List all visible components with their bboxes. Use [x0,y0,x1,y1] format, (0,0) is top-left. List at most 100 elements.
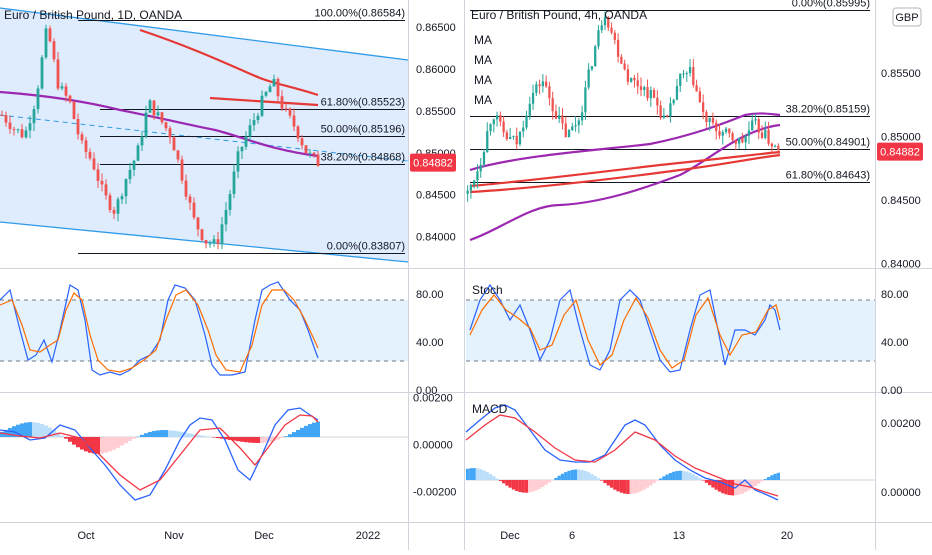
candles [466,11,780,202]
macd-bar [567,470,571,480]
candle [630,77,633,82]
macd-bar [180,431,184,437]
candle [502,121,505,133]
right-macd-panel[interactable]: MACD [465,402,875,501]
right-price-axis[interactable]: 0.85500 0.85000 0.84500 0.84000 0.84882 [877,68,923,270]
time-tick-label: 2022 [356,530,380,542]
candle [744,135,747,143]
macd-bar [88,437,92,453]
candle [558,115,561,119]
macd-bar [590,474,594,480]
candle [148,100,152,113]
candle [675,85,679,100]
candle [711,117,715,123]
right-macd-axis[interactable]: 0.00200 0.00000 [881,418,921,499]
macd-bar [485,472,489,480]
left-stoch-axis[interactable]: 80.00 40.00 0.00 [416,289,444,397]
candle [747,130,751,136]
candle [685,73,688,75]
left-price-panel[interactable]: Euro / British Pound, 1D, OANDA 100.00%(… [0,7,409,263]
candle [236,151,240,172]
currency-badge[interactable]: GBP [892,7,922,27]
candles [0,24,320,250]
candle [541,81,545,87]
price-tick-label: 0.86500 [416,22,456,34]
left-macd-panel[interactable] [0,407,408,501]
macd-bar [655,480,659,481]
macd-bar [68,437,72,442]
candle [160,112,164,123]
candle [473,180,476,185]
macd-bar [701,480,705,481]
macd-bar [524,480,529,493]
macd-bar [252,437,256,443]
right-time-axis[interactable]: Dec 6 13 20 [500,530,793,542]
right-stoch-axis[interactable]: 80.00 40.00 0.00 [881,289,909,397]
macd-bar [172,430,176,437]
macd-bar [224,437,228,440]
candle [60,86,64,89]
macd-bar [0,431,4,437]
candle [574,125,577,127]
left-time-axis[interactable]: Oct Nov Dec 2022 [77,530,380,542]
right-stoch-panel[interactable]: Stoch [466,283,875,373]
candle [168,128,172,138]
macd-bar [140,434,144,437]
macd-bar [36,422,40,437]
candle [564,123,567,138]
macd-bar [554,477,558,480]
macd-bar [616,480,620,492]
candle [312,152,316,155]
macd-bar [551,480,555,481]
candle [701,102,705,113]
macd-bar [606,480,610,486]
time-tick-label: Oct [77,530,94,542]
time-tick-label: 13 [673,530,685,542]
candle [36,88,40,110]
macd-bar [560,473,565,480]
regression-channel [0,8,408,262]
fib-label: 0.00%(0.85995) [792,0,870,10]
candle [8,122,12,130]
macd-bar [587,472,591,480]
macd-bar [248,437,252,443]
stoch-k-line [469,283,781,373]
macd-bar [192,434,196,437]
macd-bar [698,478,702,480]
candle [0,115,4,117]
candle [531,92,535,104]
candle [741,137,744,143]
left-price-axis[interactable]: 0.865000.860000.855000.850000.845000.840… [410,22,456,244]
right-price-panel[interactable]: Euro / British Pound, 4h, OANDA MA MA MA… [466,0,870,242]
candle [607,17,610,28]
candle [232,171,236,194]
macd-bar [100,437,104,454]
candle [100,180,104,185]
candle [731,133,734,141]
macd-bar [132,437,136,439]
macd-bar [737,480,741,495]
macd-bar [557,475,561,480]
candle [466,190,469,194]
candle [280,96,284,109]
macd-bar [688,472,692,480]
candle [492,119,495,125]
macd-bar [124,437,128,444]
candle [767,129,770,144]
candle [679,73,682,86]
candle [482,151,486,165]
fib-label: 38.20%(0.85159) [786,104,870,116]
candle [590,66,594,70]
left-stoch-panel[interactable] [0,281,408,376]
candle [760,132,764,138]
candle [603,17,607,26]
candle [28,123,32,131]
candle [164,122,168,129]
time-tick-label: Dec [500,530,520,542]
fib-label: 0.00%(0.83807) [327,241,405,253]
candle [522,127,525,132]
macd-bar [176,431,180,437]
left-macd-axis[interactable]: 0.00200 0.00000 -0.00200 [413,392,456,498]
candle [316,154,320,167]
